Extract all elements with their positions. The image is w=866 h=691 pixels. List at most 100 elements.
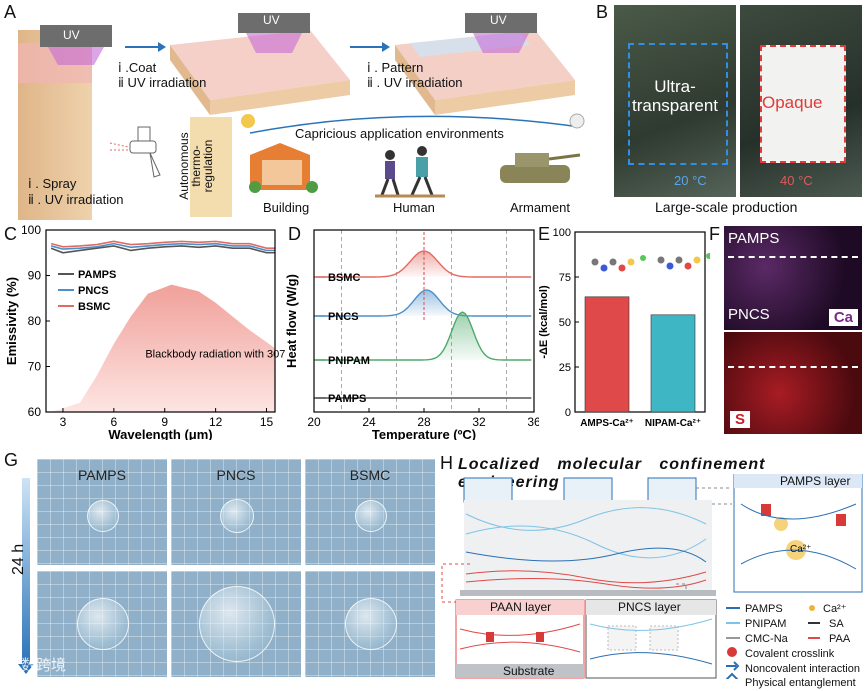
panel-b-caption: Large-scale production bbox=[655, 199, 798, 215]
legend-label-pnipam: PNIPAM bbox=[328, 355, 370, 367]
legend-label-pamps: PAMPS bbox=[78, 269, 116, 281]
temp-40: 40 °C bbox=[780, 173, 813, 188]
eds-map-s: S bbox=[724, 332, 862, 434]
x-tick-label: 9 bbox=[161, 415, 168, 429]
legend-entanglement: Physical entanglement bbox=[745, 677, 856, 689]
heat-flow-chart: BSMC PNCS PNIPAM PAMPS 20 24 28 32 36 Temperature… bbox=[284, 229, 539, 440]
panel-label-a: A bbox=[4, 2, 17, 22]
emissivity-chart: Blackbody radiation with 307K 3 6 9 12 15 60 70… bbox=[4, 223, 285, 440]
x-tick-label: 20 bbox=[307, 415, 321, 429]
x-tick-label: AMPS-Ca²⁺ bbox=[580, 418, 634, 429]
column-label: PNCS bbox=[216, 467, 256, 483]
legend-paa: PAA bbox=[829, 633, 851, 645]
droplet-photo bbox=[171, 571, 301, 677]
bar-nipam bbox=[650, 314, 696, 413]
y-tick-label: 90 bbox=[28, 269, 42, 283]
peak-fill-pncs bbox=[391, 290, 463, 316]
droplet bbox=[355, 500, 387, 532]
panel-a-illustration bbox=[18, 13, 595, 220]
panel-label-d: D bbox=[288, 224, 301, 244]
opaque-text: Opaque bbox=[762, 93, 823, 112]
ca-element-badge: Ca bbox=[828, 309, 858, 326]
y-axis-label: Emissivity (%) bbox=[4, 277, 19, 365]
legend-ca: Ca²⁺ bbox=[823, 603, 847, 615]
app-armament: Armament bbox=[510, 200, 570, 215]
binding-energy-chart: 0 25 50 75 100 AMPS-Ca²⁺ NIPAM-Ca²⁺ -ΔE (kcal/m… bbox=[538, 227, 710, 429]
panel-label-f: F bbox=[709, 224, 720, 244]
droplet-grid: PAMPS PNCS BSMC bbox=[37, 459, 435, 677]
time-label: 24 h bbox=[10, 543, 27, 575]
uv-label-3: UV bbox=[490, 13, 507, 27]
droplet bbox=[77, 598, 129, 650]
droplet-photo: BSMC bbox=[305, 459, 435, 565]
legend-label-pamps: PAMPS bbox=[328, 393, 366, 405]
app-human: Human bbox=[393, 200, 435, 215]
blackbody-area bbox=[51, 284, 275, 412]
droplet bbox=[199, 586, 275, 662]
column-label: PAMPS bbox=[78, 467, 126, 483]
human-icon bbox=[375, 146, 445, 198]
step3-text: ⅰ . Pattern ⅱ . UV irradiation bbox=[367, 60, 463, 90]
column-label: BSMC bbox=[349, 467, 391, 483]
legend-sa: SA bbox=[829, 618, 844, 630]
droplet-photo bbox=[37, 571, 167, 677]
droplet bbox=[87, 500, 119, 532]
y-tick-label: 0 bbox=[565, 407, 571, 419]
pncs-layer-label: PNCS layer bbox=[618, 600, 681, 614]
y-axis-label: -ΔE (kcal/mol) bbox=[538, 285, 550, 359]
s-element-badge: S bbox=[730, 411, 751, 428]
pamps-layer-label: PAMPS layer bbox=[780, 474, 851, 488]
spray-gun-icon bbox=[109, 126, 161, 178]
x-tick-label: 36 bbox=[527, 415, 539, 429]
x-tick-label: NIPAM-Ca²⁺ bbox=[645, 418, 701, 429]
droplet-photo: PNCS bbox=[171, 459, 301, 565]
legend-covalent: Covalent crosslink bbox=[745, 648, 835, 660]
y-tick-label: 100 bbox=[553, 227, 571, 239]
photo-transparent: Ultra- transparent 20 °C bbox=[614, 5, 736, 197]
legend-cmc: CMC-Na bbox=[745, 633, 788, 645]
droplet bbox=[345, 598, 397, 650]
x-tick-label: 15 bbox=[260, 415, 274, 429]
legend-label-pncs: PNCS bbox=[78, 285, 109, 297]
molecule-model bbox=[591, 255, 646, 272]
droplet bbox=[220, 499, 254, 533]
uv-label-2: UV bbox=[263, 13, 280, 27]
app-building: Building bbox=[263, 200, 310, 215]
x-tick-label: 6 bbox=[111, 415, 118, 429]
y-tick-label: 50 bbox=[559, 317, 571, 329]
droplet-photo bbox=[305, 571, 435, 677]
y-tick-label: 80 bbox=[28, 314, 42, 328]
x-tick-label: 24 bbox=[362, 415, 376, 429]
x-tick-label: 3 bbox=[60, 415, 67, 429]
legend-noncovalent: Noncovalent interaction bbox=[745, 663, 860, 675]
building-icon bbox=[249, 143, 318, 193]
legend-label-pncs: PNCS bbox=[328, 311, 359, 323]
peak-fill-pnipam bbox=[426, 312, 496, 360]
step1-text: ⅰ . Spray ⅱ . UV irradiation bbox=[28, 176, 124, 207]
series-line-bsmc bbox=[314, 250, 532, 278]
series-line-bsmc bbox=[50, 240, 275, 249]
uv-lamp bbox=[40, 25, 112, 47]
snowflake-icon bbox=[569, 113, 585, 129]
x-tick-label: 32 bbox=[472, 415, 486, 429]
tank-icon bbox=[500, 153, 581, 183]
x-axis-label: Wavelength (μm) bbox=[108, 427, 212, 440]
x-tick-label: 28 bbox=[417, 415, 431, 429]
panel-label-c: C bbox=[4, 224, 17, 244]
x-axis-label: Temperature (ºC) bbox=[372, 427, 476, 440]
droplet-photo: PAMPS bbox=[37, 459, 167, 565]
pamps-label-f: PAMPS bbox=[728, 230, 780, 247]
x-tick-label: 12 bbox=[209, 415, 223, 429]
ultra-transparent-text: Ultra- bbox=[654, 77, 696, 96]
panel-label-e: E bbox=[538, 224, 551, 244]
y-tick-label: 25 bbox=[559, 362, 571, 374]
y-tick-label: 60 bbox=[28, 405, 42, 419]
legend-pnipam: PNIPAM bbox=[745, 618, 787, 630]
pncs-label-f: PNCS bbox=[728, 306, 770, 323]
series-line-pncs bbox=[314, 289, 532, 317]
y-tick-label: 70 bbox=[28, 360, 42, 374]
y-tick-label: 100 bbox=[21, 223, 41, 237]
photo-opaque: Opaque 40 °C bbox=[740, 5, 862, 197]
series-line-pncs bbox=[50, 242, 275, 252]
molecule-model bbox=[657, 253, 710, 270]
